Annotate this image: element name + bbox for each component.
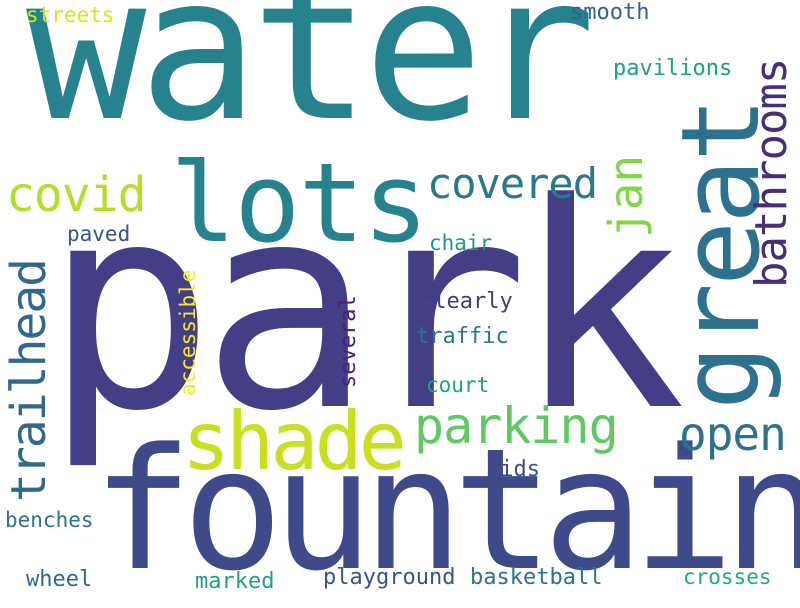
word-water: water — [26, 0, 596, 166]
word-marked: marked — [195, 569, 275, 594]
word-crosses: crosses — [683, 565, 772, 589]
word-kids: kids — [487, 457, 540, 482]
word-playground: playground — [323, 565, 456, 590]
word-basketball: basketball — [470, 565, 603, 590]
word-clearly: clearly — [420, 289, 513, 314]
word-wheel: wheel — [26, 567, 93, 592]
word-park: park — [44, 142, 686, 473]
word-shade: shade — [182, 395, 407, 488]
word-court: court — [426, 373, 490, 397]
word-several: several — [336, 295, 361, 388]
word-smooth: smooth — [570, 0, 650, 25]
word-covered: covered — [427, 159, 598, 208]
word-pavilions: pavilions — [613, 56, 733, 81]
word-accessible: accessible — [176, 269, 200, 396]
word-open: open — [679, 407, 787, 461]
word-trailhead: trailhead — [1, 259, 57, 502]
word-covid: covid — [6, 167, 146, 223]
word-paved: paved — [67, 222, 131, 246]
word-lots: lots — [170, 139, 429, 267]
word-streets: streets — [26, 3, 115, 27]
word-bathrooms: bathrooms — [746, 58, 797, 288]
word-fountain: fountain — [92, 412, 800, 608]
word-benches: benches — [5, 508, 94, 532]
word-jan: jan — [599, 154, 653, 238]
word-traffic: traffic — [416, 324, 509, 349]
word-parking: parking — [414, 397, 619, 455]
word-chair: chair — [429, 231, 493, 255]
